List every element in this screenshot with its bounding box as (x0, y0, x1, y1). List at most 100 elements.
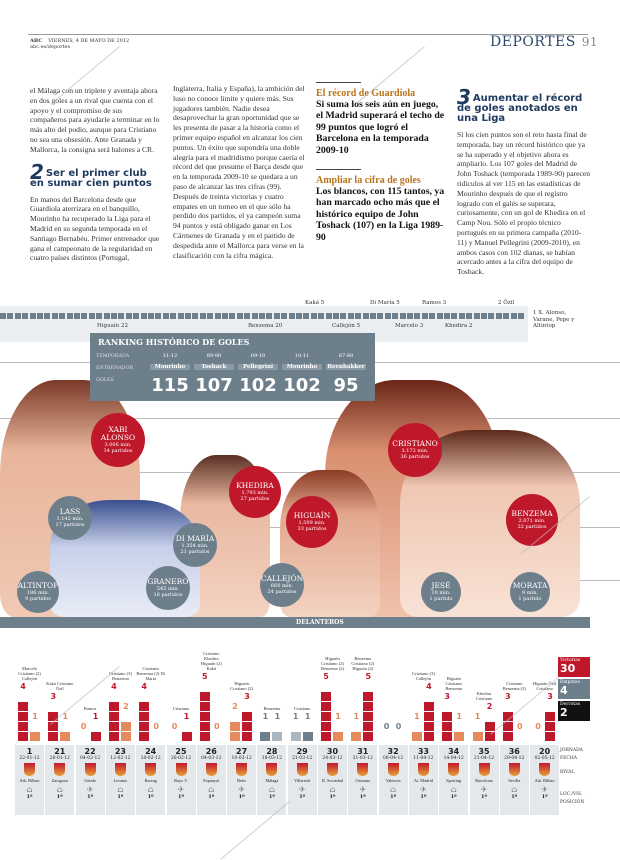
match-column: 1 Benzema 1 28 18-03-12 Málaga ⌂ 1º (257, 640, 287, 815)
match-info: 1 22-01-12 Ath. Bilbao ⌂ 1º (15, 745, 44, 815)
goal-square (229, 313, 236, 319)
goal-block (290, 732, 301, 741)
highlight-body: Los blancos, con 115 tantos, ya han marc… (316, 186, 445, 243)
goal-square (66, 313, 73, 319)
match-info: 26 04-03-12 Espanyol ⌂ 1º (196, 745, 226, 815)
row-label: FECHA (560, 756, 578, 761)
match-column: 4 Cristiano Benzema (2) Di María 0 24 18-02-… (136, 640, 166, 815)
player-stat-circle: HIGUAÍN 1.599 min. 33 partidos (286, 496, 338, 548)
goal-square (518, 313, 524, 319)
summary-victorias: Victorias 30 (558, 657, 590, 677)
paragraph: En manos del Barcelona desde que Guardio… (30, 194, 160, 263)
goal-block (242, 732, 253, 741)
goal-square (273, 313, 280, 319)
match-date: 21-03-12 (292, 756, 313, 761)
goal-block (502, 722, 513, 731)
goal-block (139, 722, 150, 731)
match-info: 30 24-03-12 R. Sociedad ⌂ 1º (318, 745, 347, 815)
heading-text: Ser el primer club en sumar cien puntos (30, 167, 152, 189)
match-date: 02-05-12 (534, 756, 555, 761)
team-crest-icon (508, 763, 520, 776)
score-label: 5 (365, 672, 372, 681)
goal-square (222, 313, 228, 319)
goal-block (30, 732, 40, 741)
goal-block (321, 722, 331, 731)
paragraph: Si los cien puntos son el reto hasta fin… (457, 130, 591, 277)
tracker-label: Benzema 20 (248, 323, 283, 329)
goal-block (230, 722, 241, 731)
match-info: 23 12-02-12 Levante ⌂ 1º (105, 745, 135, 815)
rival-name: Valencia (385, 778, 401, 783)
matchday: 34 (448, 747, 460, 756)
team-crest-icon (266, 763, 278, 776)
section-url[interactable]: abc.es/deportes (30, 44, 71, 50)
league-position: 1º (329, 794, 336, 800)
paragraph: Inglaterra, Italia y España), la ambició… (173, 84, 305, 260)
player-games: 27 partidos (240, 496, 270, 502)
score-label: 2 (486, 702, 493, 711)
score-label: 3 (547, 692, 553, 701)
goal-square (251, 313, 258, 319)
player-name: XABI ALONSO (100, 425, 136, 442)
league-position: 1º (238, 794, 245, 800)
goal-block (442, 712, 453, 721)
goal-square (310, 313, 317, 319)
match-column: 1 5 Benzema Cristiano (2) Higuaín (2) 31 31-… (348, 640, 378, 815)
tracker-label: Di María 5 (370, 300, 400, 306)
scorers-label: Cristiano (172, 706, 190, 711)
league-position: 1º (450, 794, 457, 800)
league-position: 1º (390, 794, 397, 800)
match-column: 0 0 32 08-04-12 Valencia ⌂ 1º (378, 640, 408, 815)
scorers-label: Ramos (83, 706, 97, 711)
row-label: GOLES (96, 378, 114, 383)
match-info: 24 18-02-12 Racing ⌂ 1º (136, 745, 166, 815)
score-label: 3 (444, 692, 450, 701)
date: VIERNES, 4 DE MAYO DE 2012 (48, 38, 130, 44)
score-label: 1 (335, 712, 341, 721)
team-crest-icon (417, 763, 429, 776)
match-column: 4 Cristiano (3) Benzema 2 23 12-02-12 Levante… (105, 640, 135, 815)
goal-square (288, 313, 295, 319)
plane-icon: ✈ (359, 785, 367, 794)
team-crest-icon (114, 763, 126, 776)
home-icon: ⌂ (329, 785, 336, 794)
goal-square (177, 313, 184, 319)
score-label: 1 (32, 712, 38, 721)
header-info: ABC VIERNES, 4 DE MAYO DE 2012 abc.es/depo… (30, 38, 129, 50)
goal-block (321, 712, 331, 721)
tracker-label: Kaká 5 (305, 300, 325, 306)
goal-square (495, 313, 502, 319)
home-icon: ⌂ (511, 785, 518, 794)
highlight-title: Ampliar la cifra de goles (316, 175, 421, 187)
player-stat-circle: KHEDIRA 1.793 min. 27 partidos (229, 466, 281, 518)
player-min: 10 min. (431, 590, 451, 596)
match-info: 36 29-04-12 Sevilla ⌂ 1º (499, 745, 529, 815)
goal-square (399, 313, 406, 319)
goal-square (429, 313, 436, 319)
goal-square (318, 313, 325, 319)
rival-name: Villarreal (294, 778, 311, 783)
goal-square (362, 313, 369, 319)
goal-square (473, 313, 480, 319)
match-info: 32 08-04-12 Valencia ⌂ 1º (378, 745, 408, 815)
goal-block (545, 722, 556, 731)
team-crest-icon (175, 763, 187, 776)
team-crest-icon (539, 763, 551, 776)
goal-square (266, 313, 273, 319)
match-date: 14-04-12 (443, 756, 464, 761)
ranking-season: 11-12 (162, 353, 178, 359)
goal-square (384, 313, 391, 319)
matchday: 26 (205, 747, 217, 756)
match-column: 1 1 Cristiano 29 21-03-12 Villarreal ✈ 1º (287, 640, 317, 815)
player-games: 17 partidos (55, 522, 85, 528)
highlight-body: Si suma los seis aún en juego, el Madrid… (316, 99, 445, 156)
heading-number: 3 (457, 85, 471, 109)
scorers-label: Benzema Cristiano (2) Higuaín (2) (351, 656, 375, 671)
goal-square (444, 313, 450, 319)
goal-block (442, 732, 453, 741)
goal-block (139, 702, 150, 711)
player-stat-circle: MORATA 9 min. 1 partido (510, 572, 550, 612)
match-date: 11-04-12 (413, 756, 434, 761)
summary-label: Empates (560, 680, 580, 685)
goal-block (442, 722, 453, 731)
